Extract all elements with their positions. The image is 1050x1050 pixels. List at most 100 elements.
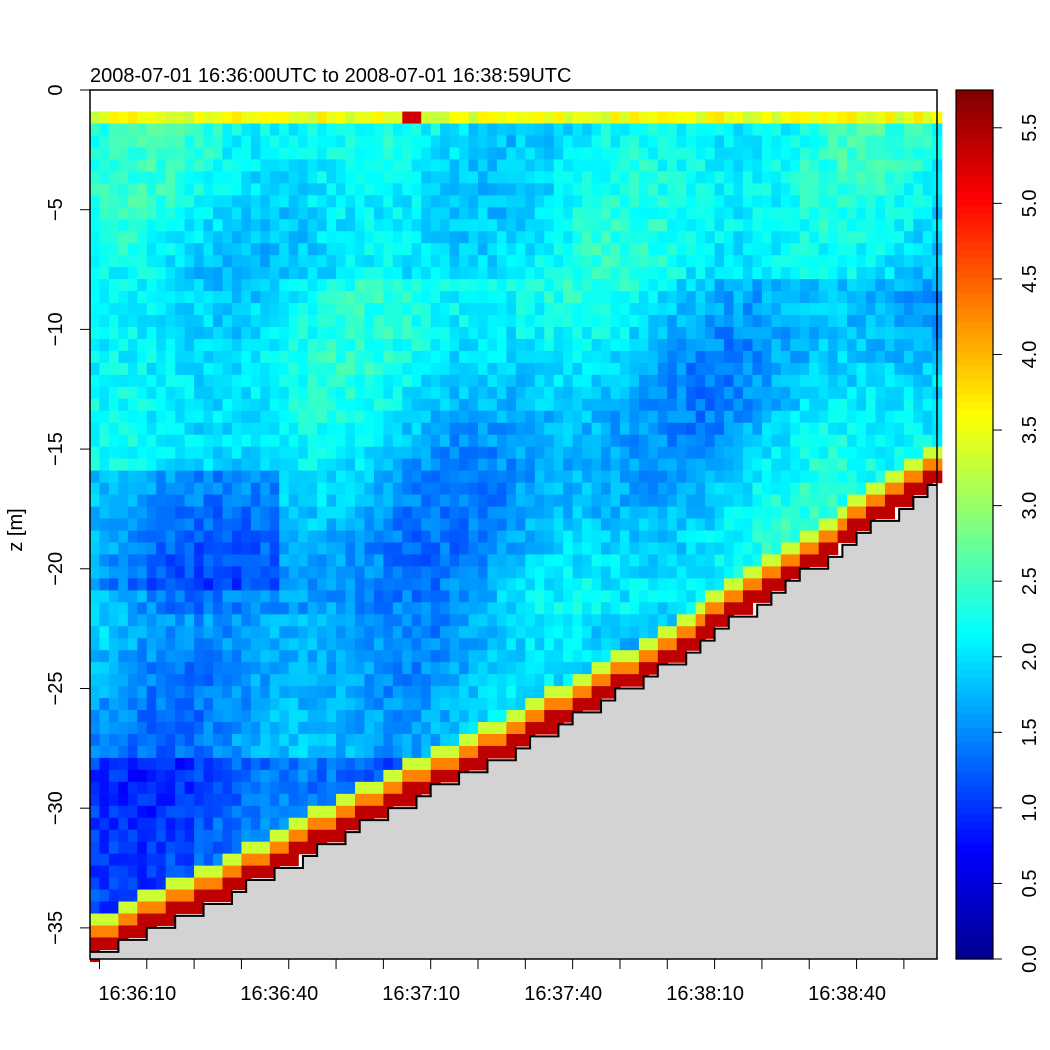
heatmap-cell bbox=[345, 638, 356, 651]
heatmap-cell bbox=[525, 590, 536, 603]
heatmap-cell bbox=[165, 733, 176, 747]
heatmap-cell bbox=[90, 614, 101, 627]
heatmap-cell bbox=[657, 398, 668, 412]
heatmap-cell bbox=[714, 422, 725, 436]
heatmap-cell bbox=[866, 303, 877, 316]
heatmap-cell bbox=[487, 111, 498, 125]
heatmap-cell bbox=[241, 482, 252, 496]
heatmap-cell bbox=[657, 554, 668, 567]
heatmap-cell bbox=[288, 458, 299, 472]
heatmap-cell bbox=[496, 255, 507, 268]
heatmap-cell bbox=[175, 757, 186, 771]
heatmap-cell bbox=[203, 398, 214, 412]
heatmap-cell bbox=[288, 626, 299, 639]
heatmap-cell bbox=[307, 171, 318, 184]
heatmap-cell bbox=[714, 183, 725, 196]
heatmap-cell bbox=[638, 207, 649, 220]
heatmap-cell bbox=[90, 458, 101, 472]
heatmap-cell bbox=[742, 446, 754, 460]
heatmap-cell bbox=[203, 578, 214, 591]
heatmap-cell bbox=[146, 913, 157, 927]
heatmap-cell bbox=[724, 207, 735, 220]
heatmap-cell bbox=[175, 255, 186, 268]
heatmap-cell bbox=[761, 231, 772, 244]
heatmap-cell bbox=[165, 458, 176, 472]
heatmap-cell bbox=[449, 650, 460, 663]
heatmap-cell bbox=[279, 279, 290, 292]
heatmap-cell bbox=[553, 710, 564, 723]
heatmap-cell bbox=[648, 614, 659, 627]
heatmap-cell bbox=[165, 542, 176, 556]
heatmap-cell bbox=[165, 135, 176, 149]
heatmap-cell bbox=[213, 243, 224, 256]
heatmap-cell bbox=[373, 578, 384, 591]
heatmap-cell bbox=[515, 195, 526, 208]
heatmap-cell bbox=[903, 291, 914, 304]
heatmap-cell bbox=[525, 674, 536, 687]
heatmap-cell bbox=[127, 350, 138, 364]
colorbar-segment bbox=[956, 683, 993, 692]
heatmap-cell bbox=[686, 123, 697, 137]
heatmap-cell bbox=[742, 434, 754, 448]
heatmap-cell bbox=[146, 195, 157, 208]
heatmap-cell bbox=[279, 303, 290, 316]
heatmap-cell bbox=[146, 817, 157, 831]
heatmap-cell bbox=[582, 446, 593, 460]
heatmap-cell bbox=[459, 458, 470, 472]
heatmap-cell bbox=[487, 183, 498, 196]
heatmap-cell bbox=[317, 710, 328, 723]
heatmap-cell bbox=[430, 135, 441, 149]
heatmap-cell bbox=[591, 506, 602, 520]
heatmap-cell bbox=[657, 111, 668, 125]
heatmap-cell bbox=[629, 327, 640, 340]
heatmap-cell bbox=[761, 446, 772, 460]
heatmap-cell bbox=[269, 422, 280, 436]
heatmap-cell bbox=[118, 662, 129, 675]
heatmap-cell bbox=[752, 315, 763, 328]
heatmap-cell bbox=[761, 530, 772, 544]
heatmap-cell bbox=[317, 147, 328, 161]
heatmap-cell bbox=[194, 482, 205, 496]
heatmap-cell bbox=[146, 123, 157, 137]
heatmap-cell bbox=[913, 255, 924, 268]
heatmap-cell bbox=[525, 554, 536, 567]
heatmap-cell bbox=[127, 781, 138, 795]
heatmap-cell bbox=[241, 410, 252, 424]
heatmap-cell bbox=[601, 171, 612, 184]
colorbar-segment bbox=[956, 140, 993, 149]
heatmap-cell bbox=[184, 434, 195, 448]
heatmap-cell bbox=[288, 829, 299, 843]
heatmap-cell bbox=[203, 159, 214, 172]
heatmap-cell bbox=[449, 530, 460, 544]
heatmap-cell bbox=[610, 111, 621, 125]
heatmap-cell bbox=[165, 434, 176, 448]
heatmap-cell bbox=[231, 243, 243, 256]
heatmap-cell bbox=[156, 566, 167, 579]
heatmap-cell bbox=[695, 219, 706, 232]
heatmap-cell bbox=[525, 422, 536, 436]
heatmap-cell bbox=[619, 446, 631, 460]
heatmap-cell bbox=[99, 267, 110, 280]
heatmap-cell bbox=[809, 219, 820, 232]
heatmap-cell bbox=[695, 291, 706, 304]
heatmap-cell bbox=[411, 578, 422, 591]
heatmap-cell bbox=[752, 231, 763, 244]
heatmap-cell bbox=[922, 159, 933, 172]
heatmap-cell bbox=[203, 757, 214, 771]
heatmap-cell bbox=[780, 470, 791, 484]
colorbar-segment bbox=[956, 915, 993, 924]
heatmap-cell bbox=[194, 315, 205, 328]
heatmap-cell bbox=[383, 482, 394, 496]
heatmap-cell bbox=[847, 111, 858, 125]
heatmap-cell bbox=[742, 243, 754, 256]
heatmap-cell bbox=[884, 434, 896, 448]
heatmap-cell bbox=[231, 674, 243, 687]
heatmap-cell bbox=[468, 722, 479, 735]
heatmap-cell bbox=[326, 291, 337, 304]
heatmap-cell bbox=[875, 338, 886, 352]
heatmap-cell bbox=[213, 410, 224, 424]
heatmap-cell bbox=[686, 602, 697, 615]
heatmap-cell bbox=[790, 195, 801, 208]
heatmap-cell bbox=[288, 279, 299, 292]
heatmap-cell bbox=[875, 434, 886, 448]
